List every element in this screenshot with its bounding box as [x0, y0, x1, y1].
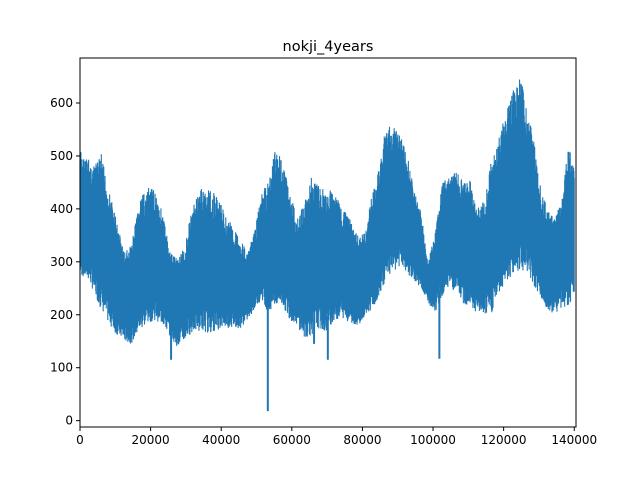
y-tick-label: 300	[50, 255, 73, 269]
x-tick-label: 60000	[273, 433, 311, 447]
x-tick-label: 120000	[481, 433, 527, 447]
y-tick-label: 400	[50, 202, 73, 216]
y-tick-label: 200	[50, 308, 73, 322]
y-axis: 0 100 200 300 400 500 600	[50, 96, 80, 428]
series-line	[79, 79, 575, 346]
y-tick-label: 0	[65, 414, 73, 428]
x-tick-label: 0	[76, 433, 84, 447]
y-tick-label: 100	[50, 361, 73, 375]
plot-area	[79, 79, 575, 412]
x-tick-label: 20000	[132, 433, 170, 447]
chart-title: nokji_4years	[283, 39, 374, 55]
y-tick-label: 600	[50, 96, 73, 110]
x-axis: 0 20000 40000 60000 80000 100000 120000 140000	[76, 427, 597, 447]
axes-frame	[79, 57, 577, 428]
y-tick-label: 500	[50, 149, 73, 163]
x-tick-label: 40000	[202, 433, 240, 447]
x-tick-label: 100000	[410, 433, 456, 447]
x-tick-label: 80000	[343, 433, 381, 447]
x-tick-label: 140000	[551, 433, 597, 447]
